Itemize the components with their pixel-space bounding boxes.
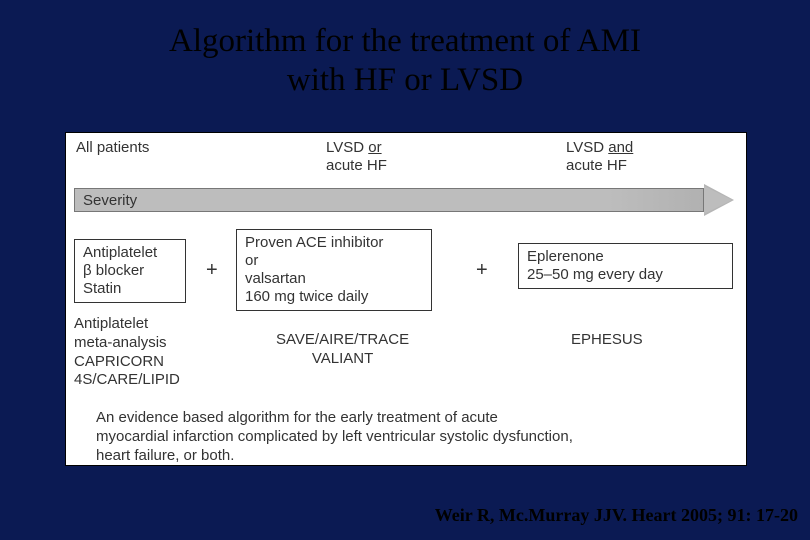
header-lvsd-or-hf: LVSD or acute HF — [326, 139, 387, 175]
algorithm-figure: All patients LVSD or acute HF LVSD and a… — [65, 132, 747, 466]
box3-l2: 25–50 mg every day — [527, 266, 724, 284]
ev2-l2: VALIANT — [276, 350, 409, 369]
title-line-2: with HF or LVSD — [60, 61, 750, 100]
severity-label: Severity — [83, 192, 137, 209]
header-lvsd-and-hf: LVSD and acute HF — [566, 139, 633, 175]
caption-l2: myocardial infarction complicated by lef… — [96, 428, 732, 447]
box3-l1: Eplerenone — [527, 248, 724, 266]
box1-l3: Statin — [83, 280, 177, 298]
figure-caption: An evidence based algorithm for the earl… — [96, 409, 732, 465]
box2-l1: Proven ACE inhibitor — [245, 234, 423, 252]
hdr3-and: and — [608, 139, 633, 156]
treatment-box-3: Eplerenone 25–50 mg every day — [518, 243, 733, 289]
hdr2-or: or — [368, 139, 381, 156]
box2-l4: 160 mg twice daily — [245, 288, 423, 306]
header-all-patients: All patients — [76, 139, 149, 157]
box1-l2: β blocker — [83, 262, 177, 280]
treatment-box-1: Antiplatelet β blocker Statin — [74, 239, 186, 303]
hdr2-part1: LVSD — [326, 139, 368, 156]
hdr2-part2: acute HF — [326, 157, 387, 174]
box1-l1: Antiplatelet — [83, 244, 177, 262]
title-line-1: Algorithm for the treatment of AMI — [60, 22, 750, 61]
treatment-box-2: Proven ACE inhibitor or valsartan 160 mg… — [236, 229, 432, 311]
hdr3-part1: LVSD — [566, 139, 608, 156]
hdr3-part2: acute HF — [566, 157, 627, 174]
ev1-l1: Antiplatelet — [74, 315, 180, 334]
severity-bar: Severity — [74, 188, 704, 212]
caption-l1: An evidence based algorithm for the earl… — [96, 409, 732, 428]
plus-1: + — [206, 259, 218, 282]
ev2-l1: SAVE/AIRE/TRACE — [276, 331, 409, 350]
slide-title-block: Algorithm for the treatment of AMI with … — [0, 0, 810, 110]
ev1-l2: meta-analysis — [74, 334, 180, 353]
box2-l3: valsartan — [245, 270, 423, 288]
box1-blocker: blocker — [96, 262, 144, 279]
citation-text: Weir R, Mc.Murray JJV. Heart 2005; 91: 1… — [435, 505, 798, 526]
severity-arrow-fill — [704, 186, 732, 214]
evidence-col-3: EPHESUS — [571, 331, 643, 350]
plus-2: + — [476, 259, 488, 282]
evidence-col-2: SAVE/AIRE/TRACE VALIANT — [276, 331, 409, 369]
beta-symbol: β — [83, 262, 96, 279]
ev1-l3: CAPRICORN — [74, 353, 180, 372]
evidence-col-1: Antiplatelet meta-analysis CAPRICORN 4S/… — [74, 315, 180, 390]
box2-l2: or — [245, 252, 423, 270]
caption-l3: heart failure, or both. — [96, 447, 732, 466]
ev1-l4: 4S/CARE/LIPID — [74, 371, 180, 390]
